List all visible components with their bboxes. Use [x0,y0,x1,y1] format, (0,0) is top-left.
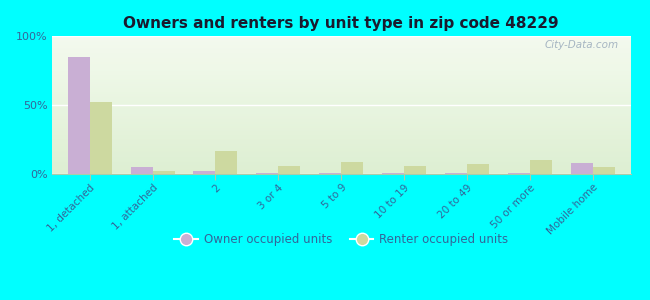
Bar [530,160,552,174]
Bar [256,173,278,174]
Bar [571,163,593,174]
Bar [593,167,615,174]
Bar [508,173,530,174]
Bar [382,173,404,174]
Bar [194,171,216,174]
Bar [68,57,90,174]
Bar [404,166,426,174]
Bar [341,162,363,174]
Title: Owners and renters by unit type in zip code 48229: Owners and renters by unit type in zip c… [124,16,559,31]
Bar [467,164,489,174]
Legend: Owner occupied units, Renter occupied units: Owner occupied units, Renter occupied un… [170,229,513,251]
Text: City-Data.com: City-Data.com [545,40,619,50]
Bar [153,171,175,174]
Bar [131,167,153,174]
Bar [90,102,112,174]
Bar [445,173,467,174]
Bar [319,172,341,174]
Bar [216,151,237,174]
Bar [278,166,300,174]
